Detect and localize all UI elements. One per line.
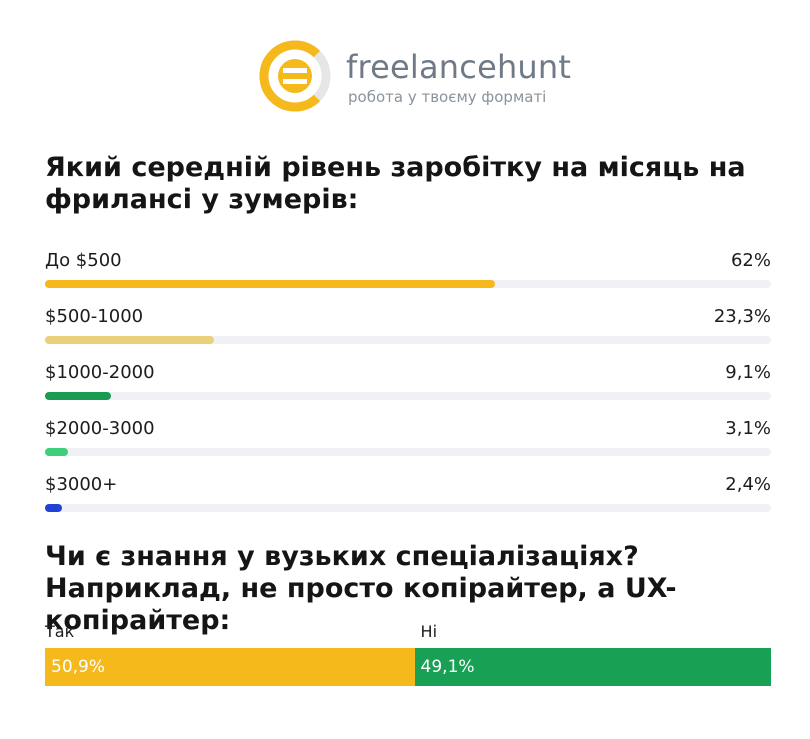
- question-1-title: Який середній рівень заробітку на місяць…: [45, 152, 746, 215]
- specialization-split-chart: Так Ні 50,9% 49,1%: [45, 622, 771, 686]
- bar-category-label: До $500: [45, 250, 122, 271]
- bar-track: [45, 280, 771, 288]
- bar-value-label: 2,4%: [725, 474, 771, 495]
- bar-track: [45, 336, 771, 344]
- brand-logo: freelancehunt робота у твоєму форматі: [258, 38, 571, 118]
- bar-fill: [45, 280, 496, 288]
- bar-fill: [45, 336, 215, 344]
- question-2-title: Чи є знання у вузьких спеціалізаціях? На…: [45, 541, 677, 636]
- income-bar-row: $2000-3000 3,1%: [45, 418, 771, 458]
- split-value-yes: 50,9%: [51, 657, 106, 677]
- bar-category-label: $2000-3000: [45, 418, 155, 439]
- bar-category-label: $3000+: [45, 474, 118, 495]
- split-segment-yes: 50,9%: [45, 648, 415, 686]
- income-bar-row: $1000-2000 9,1%: [45, 362, 771, 402]
- bar-track: [45, 504, 771, 512]
- bar-value-label: 23,3%: [713, 306, 771, 327]
- split-label-no: Ні: [420, 622, 438, 641]
- bar-value-label: 62%: [730, 250, 771, 271]
- split-value-no: 49,1%: [420, 657, 475, 677]
- bar-fill: [45, 448, 68, 456]
- bar-track: [45, 392, 771, 400]
- freelancehunt-logo-icon: [259, 40, 331, 112]
- income-bar-row: До $500 62%: [45, 250, 771, 290]
- bar-value-label: 3,1%: [725, 418, 771, 439]
- bar-category-label: $1000-2000: [45, 362, 155, 383]
- income-bar-row: $500-1000 23,3%: [45, 306, 771, 346]
- bar-category-label: $500-1000: [45, 306, 144, 327]
- bar-track: [45, 448, 771, 456]
- brand-tagline: робота у твоєму форматі: [348, 88, 547, 106]
- bar-fill: [45, 504, 63, 512]
- bar-value-label: 9,1%: [725, 362, 771, 383]
- brand-name: freelancehunt: [346, 48, 572, 86]
- income-bar-row: $3000+ 2,4%: [45, 474, 771, 514]
- bar-fill: [45, 392, 112, 400]
- split-label-yes: Так: [45, 622, 75, 641]
- split-bar: 50,9% 49,1%: [45, 648, 771, 686]
- split-segment-no: 49,1%: [414, 648, 771, 686]
